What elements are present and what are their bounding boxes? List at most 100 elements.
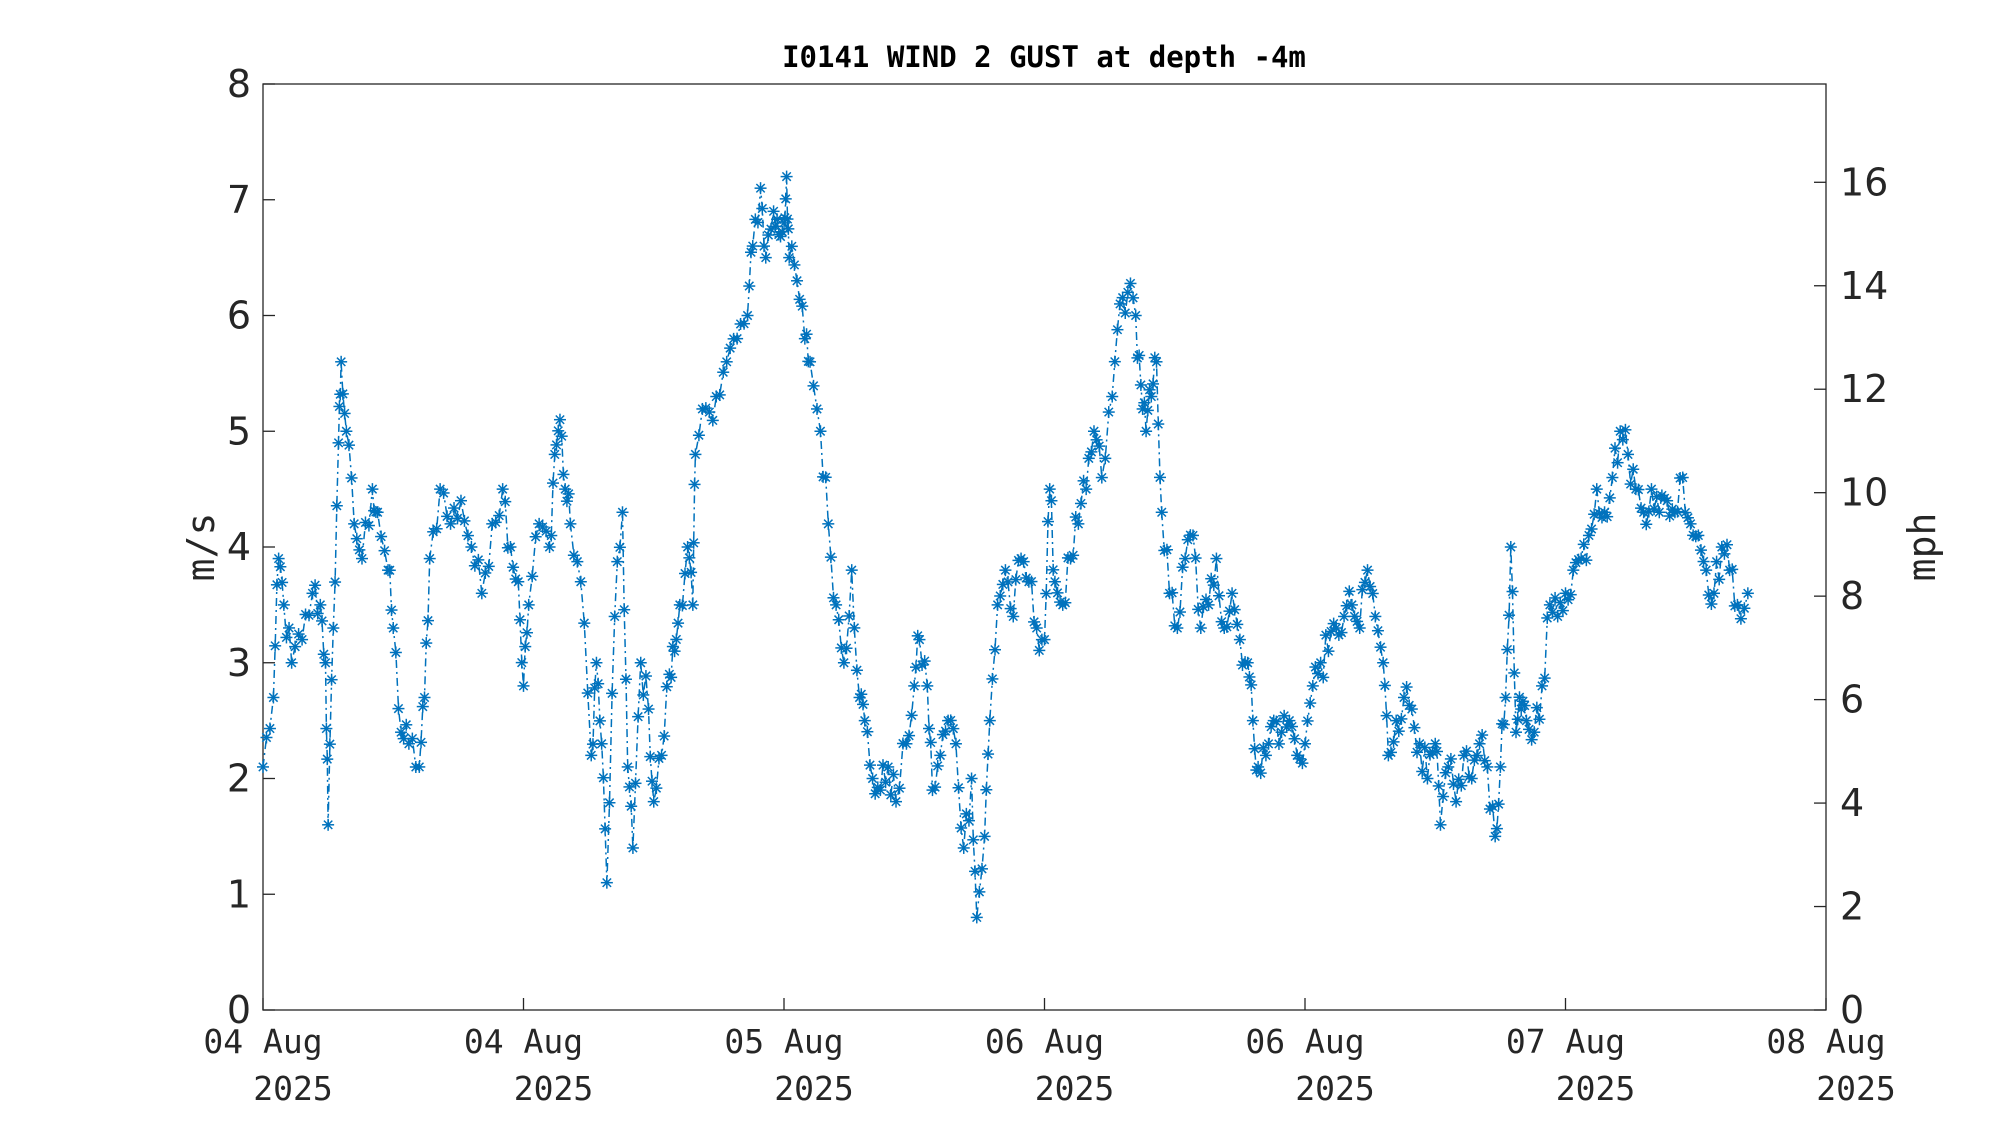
data-point (676, 599, 689, 612)
data-point (1603, 491, 1616, 504)
data-point (791, 274, 804, 287)
data-point (1248, 742, 1261, 755)
data-point (355, 552, 368, 565)
data-point (1306, 679, 1319, 692)
data-point (1738, 602, 1751, 615)
data-point (1366, 587, 1379, 600)
data-point (646, 775, 659, 788)
data-point (861, 725, 874, 738)
data-point (1194, 622, 1207, 635)
data-point (461, 529, 474, 542)
data-point (830, 598, 843, 611)
data-point (314, 598, 327, 611)
data-point (522, 598, 535, 611)
x-tick-label-date: 05 Aug (724, 1022, 843, 1061)
data-point (1533, 713, 1546, 726)
data-point (616, 506, 629, 519)
data-point (1009, 573, 1022, 586)
data-point (796, 300, 809, 313)
data-point (743, 280, 756, 293)
data-point (1575, 552, 1588, 565)
data-point (269, 639, 282, 652)
data-point (660, 680, 673, 693)
y-tick-label: 5 (227, 409, 251, 453)
data-point (629, 777, 642, 790)
data-point (362, 519, 375, 532)
data-point (1129, 309, 1142, 322)
data-point (336, 387, 349, 400)
data-point (296, 633, 309, 646)
data-point (1470, 749, 1483, 762)
data-point (814, 425, 827, 438)
data-point (931, 759, 944, 772)
data-point (887, 768, 900, 781)
data-point (685, 566, 698, 579)
data-point (1530, 701, 1543, 714)
data-point (1653, 506, 1666, 519)
data-point (1395, 712, 1408, 725)
data-point (1580, 554, 1593, 567)
data-point (724, 342, 737, 355)
data-point (1501, 643, 1514, 656)
data-point (383, 564, 396, 577)
data-point (1710, 555, 1723, 568)
data-point (1077, 474, 1090, 487)
data-point (692, 429, 705, 442)
data-point (1127, 291, 1140, 304)
data-point (840, 642, 853, 655)
data-point (590, 656, 603, 669)
data-point (804, 355, 817, 368)
data-point (375, 530, 388, 543)
data-point (934, 749, 947, 762)
data-point (1254, 767, 1267, 780)
data-point (1152, 418, 1165, 431)
data-point (332, 436, 345, 449)
y-tick-label: 6 (227, 294, 251, 338)
data-point (632, 710, 645, 723)
data-point (731, 332, 744, 345)
data-point (306, 587, 319, 600)
data-point (613, 541, 626, 554)
data-point (819, 471, 832, 484)
data-point (606, 687, 619, 700)
data-point (1045, 494, 1058, 507)
data-point (1299, 737, 1311, 750)
x-tick-label-year: 2025 (514, 1069, 593, 1108)
data-point (348, 517, 361, 530)
data-point (1207, 579, 1220, 592)
x-tick-label-year: 2025 (1556, 1069, 1635, 1108)
data-point (448, 502, 461, 515)
data-point (1270, 715, 1283, 728)
data-point (1241, 656, 1254, 669)
data-point (1226, 587, 1239, 600)
data-point (400, 718, 413, 731)
data-point (655, 749, 668, 762)
left-y-axis: 0 1 2 3 4 5 6 7 8 (227, 62, 275, 1032)
data-point (973, 885, 986, 898)
series-wind-gust (257, 170, 1754, 924)
data-point (555, 430, 568, 443)
data-point (319, 656, 332, 669)
data-point (848, 621, 861, 634)
data-point (263, 722, 276, 735)
data-point (321, 753, 334, 766)
y-tick-label: 7 (227, 178, 251, 222)
data-point (1611, 456, 1624, 469)
data-point (1564, 588, 1577, 601)
data-point (944, 714, 957, 727)
data-point (908, 679, 921, 692)
data-point (1301, 714, 1314, 727)
data-point (416, 700, 429, 713)
y-right-tick-label: 2 (1840, 885, 1864, 929)
data-point (581, 687, 594, 700)
data-point (874, 784, 887, 797)
data-point (1416, 765, 1429, 778)
data-point (325, 673, 338, 686)
y-right-tick-label: 14 (1840, 264, 1888, 308)
data-point (913, 633, 926, 646)
data-point (866, 772, 879, 785)
data-point (1095, 471, 1108, 484)
data-point (1508, 666, 1521, 679)
data-point (1494, 760, 1507, 773)
data-point (756, 202, 769, 215)
